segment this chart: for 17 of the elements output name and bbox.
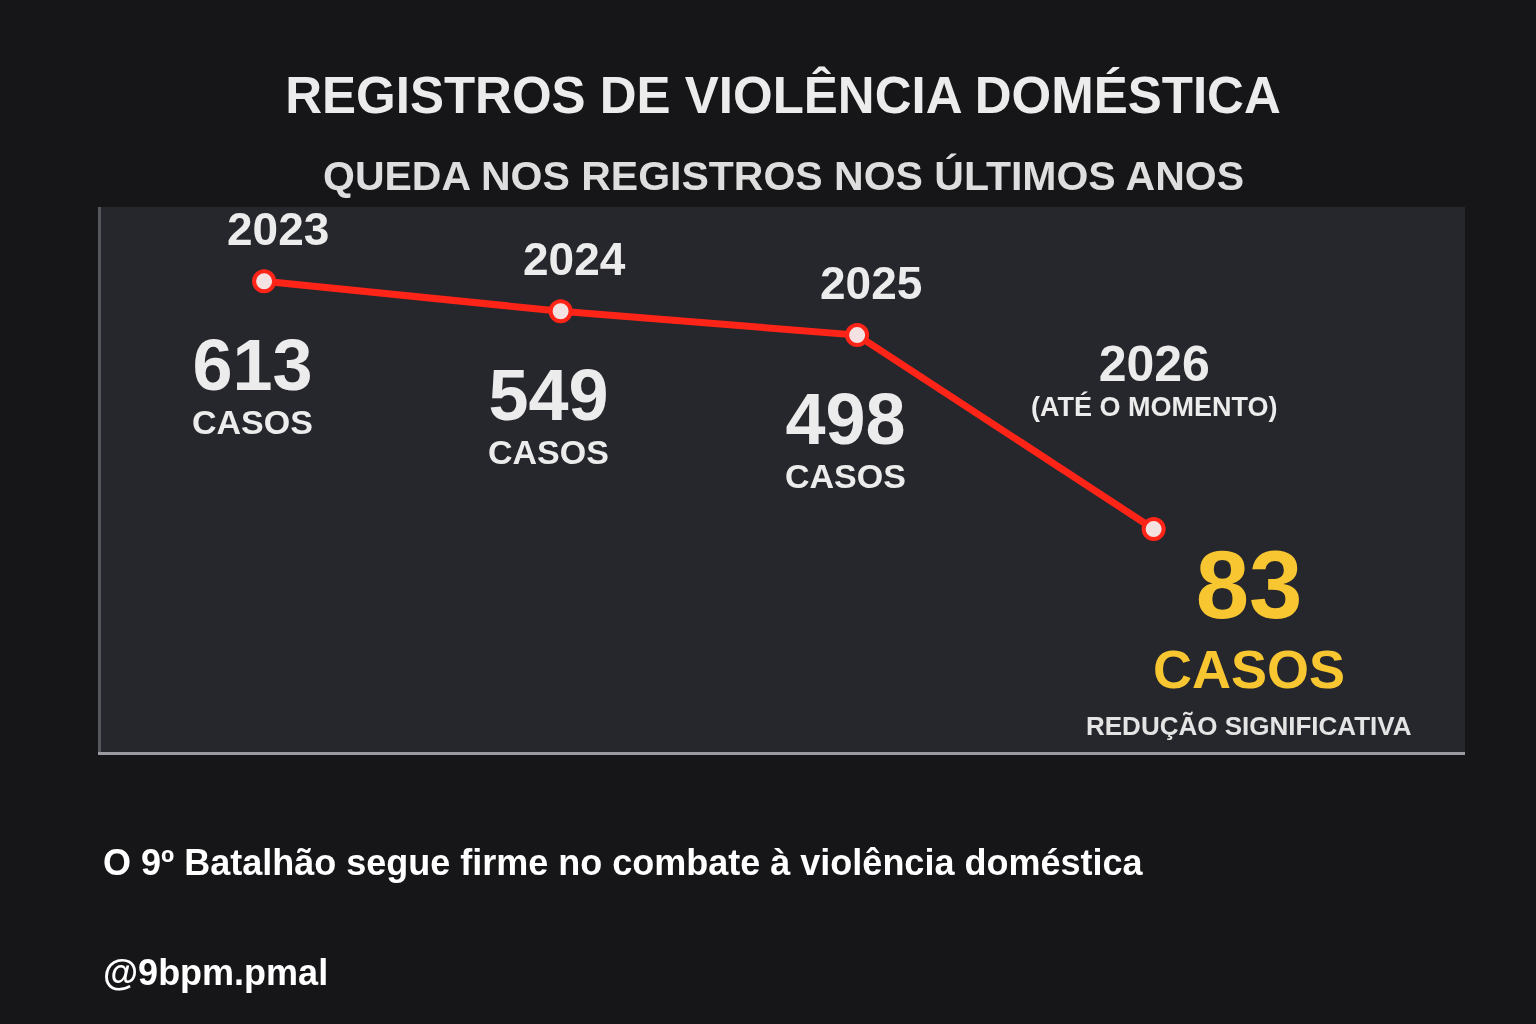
point xyxy=(252,269,277,294)
chart-subtitle: QUEDA NOS REGISTROS NOS ÚLTIMOS ANOS xyxy=(323,153,1245,199)
x-tick-label: 2024 xyxy=(523,233,626,285)
chart-title: REGISTROS DE VIOLÊNCIA DOMÉSTICA xyxy=(285,65,1281,124)
x-tick-label: 2026 (ATÉ O MOMENTO) xyxy=(1031,336,1278,423)
data-label: 83 CASOS xyxy=(1153,531,1346,700)
point xyxy=(548,299,573,324)
data-label: 549 CASOS xyxy=(488,355,609,472)
data-label: 613 CASOS xyxy=(192,325,313,442)
x-tick-label: 2025 xyxy=(820,257,923,309)
point xyxy=(1141,517,1166,542)
text: O 9º Batalhão segue firme no combate à violência doméstica xyxy=(103,842,1144,883)
data-label: 498 CASOS xyxy=(785,379,906,496)
x-tick-label: 2023 xyxy=(227,203,330,255)
point xyxy=(845,323,870,348)
text: REDUÇÃO SIGNIFICATIVA xyxy=(1086,711,1412,741)
text: @9bpm.pmal xyxy=(103,952,329,993)
